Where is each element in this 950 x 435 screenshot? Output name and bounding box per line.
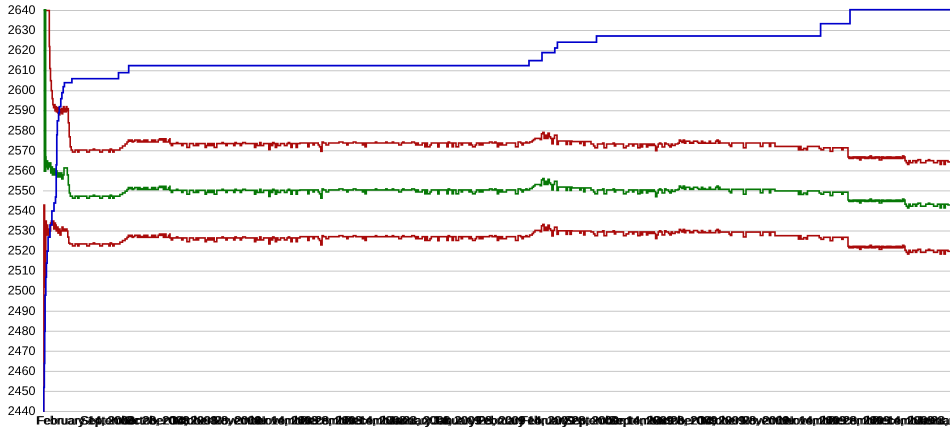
svg-text:2610: 2610 [8, 63, 36, 77]
svg-text:2450: 2450 [8, 384, 36, 398]
svg-text:October 28, 2009: October 28, 2009 [696, 414, 789, 428]
svg-text:October 14, 2008: October 14, 2008 [124, 414, 217, 428]
svg-text:November 28, 2008: November 28, 2008 [256, 414, 362, 428]
svg-text:October 14, 2008: October 14, 2008 [125, 414, 218, 428]
svg-text:October 28, 2008: October 28, 2008 [168, 414, 261, 428]
svg-text:December 14, 2008: December 14, 2008 [300, 414, 406, 428]
svg-text:November 28, 2009: November 28, 2009 [784, 414, 890, 428]
svg-text:September 14, 2009: September 14, 2009 [564, 414, 673, 428]
svg-text:2570: 2570 [8, 143, 36, 157]
svg-text:October 28, 2008: October 28, 2008 [169, 414, 262, 428]
svg-text:November 28, 2008: November 28, 2008 [257, 414, 363, 428]
svg-text:2550: 2550 [8, 183, 36, 197]
svg-text:2590: 2590 [8, 103, 36, 117]
svg-text:September 28, 2009: September 28, 2009 [609, 414, 718, 428]
svg-text:January 14, 2010: January 14, 2010 [916, 414, 950, 428]
svg-text:February 14, 2009: February 14, 2009 [476, 414, 574, 428]
svg-text:January 14, 2009: January 14, 2009 [388, 414, 481, 428]
svg-text:November 14, 2009: November 14, 2009 [741, 414, 847, 428]
svg-text:February 14, 2008: February 14, 2008 [36, 414, 134, 428]
svg-text:2490: 2490 [8, 304, 36, 318]
svg-text:September 14, 2009: September 14, 2009 [565, 414, 674, 428]
svg-text:2640: 2640 [8, 3, 36, 17]
svg-text:2540: 2540 [8, 204, 36, 218]
svg-text:October 14, 2009: October 14, 2009 [652, 414, 745, 428]
svg-text:February 28, 2009: February 28, 2009 [521, 414, 619, 428]
svg-text:December 28, 2009: December 28, 2009 [872, 414, 950, 428]
svg-text:December 14, 2008: December 14, 2008 [301, 414, 407, 428]
svg-text:November 28, 2009: November 28, 2009 [785, 414, 891, 428]
svg-text:November 14, 2008: November 14, 2008 [212, 414, 318, 428]
svg-text:2530: 2530 [8, 224, 36, 238]
svg-text:September 28, 2008: September 28, 2008 [80, 414, 189, 428]
svg-text:February 28, 2009: February 28, 2009 [520, 414, 618, 428]
svg-text:2580: 2580 [8, 123, 36, 137]
svg-text:January 14, 2009: January 14, 2009 [389, 414, 482, 428]
svg-text:December 28, 2008: December 28, 2008 [345, 414, 451, 428]
svg-text:December 14, 2009: December 14, 2009 [828, 414, 934, 428]
svg-text:2520: 2520 [8, 244, 36, 258]
svg-text:2440: 2440 [8, 404, 36, 418]
svg-text:2480: 2480 [8, 324, 36, 338]
svg-text:October 28, 2009: October 28, 2009 [697, 414, 790, 428]
svg-text:2460: 2460 [8, 364, 36, 378]
svg-text:November 14, 2008: November 14, 2008 [213, 414, 319, 428]
svg-text:2560: 2560 [8, 163, 36, 177]
svg-text:January 14, 2010: January 14, 2010 [917, 414, 950, 428]
svg-text:December 14, 2009: December 14, 2009 [829, 414, 935, 428]
svg-text:January 28, 2009: January 28, 2009 [433, 414, 526, 428]
svg-text:December 28, 2009: December 28, 2009 [873, 414, 950, 428]
svg-text:September 28, 2009: September 28, 2009 [608, 414, 717, 428]
svg-text:September 28, 2008: September 28, 2008 [81, 414, 190, 428]
svg-text:February 14, 2008: February 14, 2008 [37, 414, 135, 428]
svg-text:January 28, 2009: January 28, 2009 [432, 414, 525, 428]
svg-text:2630: 2630 [8, 23, 36, 37]
svg-text:2600: 2600 [8, 83, 36, 97]
svg-text:December 28, 2008: December 28, 2008 [344, 414, 450, 428]
svg-text:2470: 2470 [8, 344, 36, 358]
svg-text:November 14, 2009: November 14, 2009 [740, 414, 846, 428]
svg-text:2510: 2510 [8, 264, 36, 278]
svg-text:October 14, 2009: October 14, 2009 [653, 414, 746, 428]
svg-text:2500: 2500 [8, 284, 36, 298]
svg-text:February 14, 2009: February 14, 2009 [477, 414, 575, 428]
svg-text:2620: 2620 [8, 43, 36, 57]
